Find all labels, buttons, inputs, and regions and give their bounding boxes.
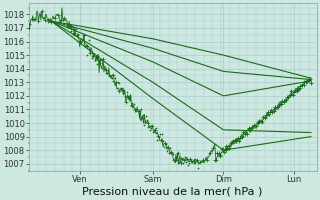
X-axis label: Pression niveau de la mer( hPa ): Pression niveau de la mer( hPa ) (83, 187, 263, 197)
